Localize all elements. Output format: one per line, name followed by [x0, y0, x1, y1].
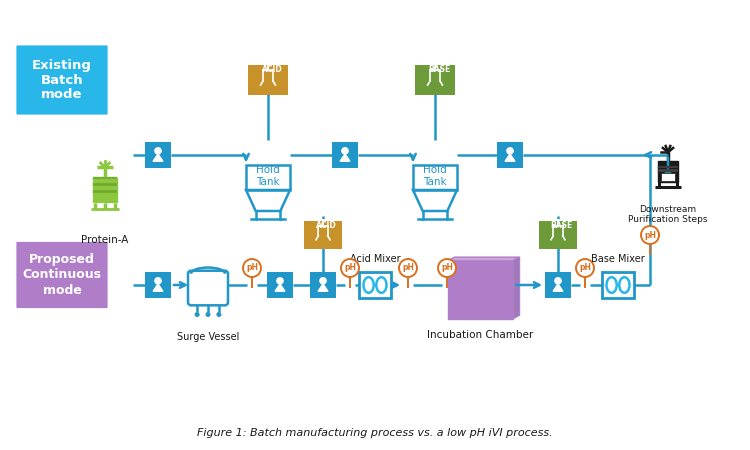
Polygon shape: [448, 257, 520, 261]
Circle shape: [320, 278, 326, 284]
Polygon shape: [505, 154, 515, 161]
Circle shape: [243, 259, 261, 277]
Bar: [145, 272, 171, 298]
Polygon shape: [340, 154, 350, 161]
Bar: [248, 65, 288, 95]
Polygon shape: [318, 284, 328, 291]
Text: pH: pH: [644, 230, 656, 239]
Circle shape: [194, 312, 200, 317]
Text: ACID: ACID: [262, 66, 282, 75]
Text: ACID: ACID: [316, 221, 338, 230]
FancyBboxPatch shape: [15, 44, 109, 116]
Bar: [448, 261, 512, 319]
Circle shape: [641, 226, 659, 244]
Bar: [662, 173, 675, 180]
Text: Proposed
Continuous
mode: Proposed Continuous mode: [22, 253, 101, 297]
Circle shape: [217, 312, 221, 317]
Bar: [267, 272, 293, 298]
Bar: [93, 178, 117, 202]
Text: pH: pH: [441, 264, 453, 273]
Bar: [413, 165, 457, 190]
Text: BASE: BASE: [427, 66, 450, 75]
Bar: [93, 190, 117, 193]
Text: Downstream
Purification Steps: Downstream Purification Steps: [628, 205, 708, 225]
Text: BASE: BASE: [550, 221, 573, 230]
Text: Existing
Batch
mode: Existing Batch mode: [32, 58, 92, 102]
Circle shape: [277, 278, 283, 284]
Text: pH: pH: [579, 264, 591, 273]
Bar: [658, 166, 678, 168]
Bar: [359, 272, 391, 298]
Text: pH: pH: [402, 264, 414, 273]
Polygon shape: [275, 284, 285, 291]
Circle shape: [206, 312, 211, 317]
Bar: [93, 183, 117, 186]
Circle shape: [555, 278, 561, 284]
Polygon shape: [553, 284, 563, 291]
Circle shape: [399, 259, 417, 277]
Bar: [497, 142, 523, 168]
Bar: [310, 272, 336, 298]
Polygon shape: [153, 154, 163, 161]
Bar: [415, 65, 455, 95]
Circle shape: [576, 259, 594, 277]
Bar: [602, 272, 634, 298]
Bar: [145, 142, 171, 168]
Bar: [658, 169, 678, 172]
Circle shape: [155, 278, 161, 284]
Text: pH: pH: [246, 264, 258, 273]
FancyBboxPatch shape: [15, 240, 109, 310]
Circle shape: [341, 259, 359, 277]
Bar: [658, 162, 678, 182]
Text: Acid Mixer: Acid Mixer: [350, 254, 400, 264]
Bar: [246, 165, 290, 190]
Polygon shape: [512, 257, 520, 319]
Bar: [332, 142, 358, 168]
Polygon shape: [153, 284, 163, 291]
Bar: [545, 272, 571, 298]
Bar: [304, 221, 342, 249]
Text: pH: pH: [344, 264, 356, 273]
Text: Protein-A: Protein-A: [81, 235, 129, 245]
Circle shape: [342, 148, 348, 154]
Text: Surge Vessel: Surge Vessel: [177, 332, 239, 342]
Bar: [539, 221, 577, 249]
Circle shape: [438, 259, 456, 277]
Text: Base Mixer: Base Mixer: [591, 254, 645, 264]
Circle shape: [155, 148, 161, 154]
Bar: [93, 176, 117, 180]
FancyBboxPatch shape: [188, 271, 228, 305]
Text: Incubation Chamber: Incubation Chamber: [427, 330, 533, 340]
Text: Figure 1: Batch manufacturing process vs. a low pH iVI process.: Figure 1: Batch manufacturing process vs…: [197, 428, 553, 438]
Circle shape: [507, 148, 513, 154]
Text: Hold
Tank: Hold Tank: [256, 165, 280, 187]
Text: Hold
Tank: Hold Tank: [423, 165, 447, 187]
